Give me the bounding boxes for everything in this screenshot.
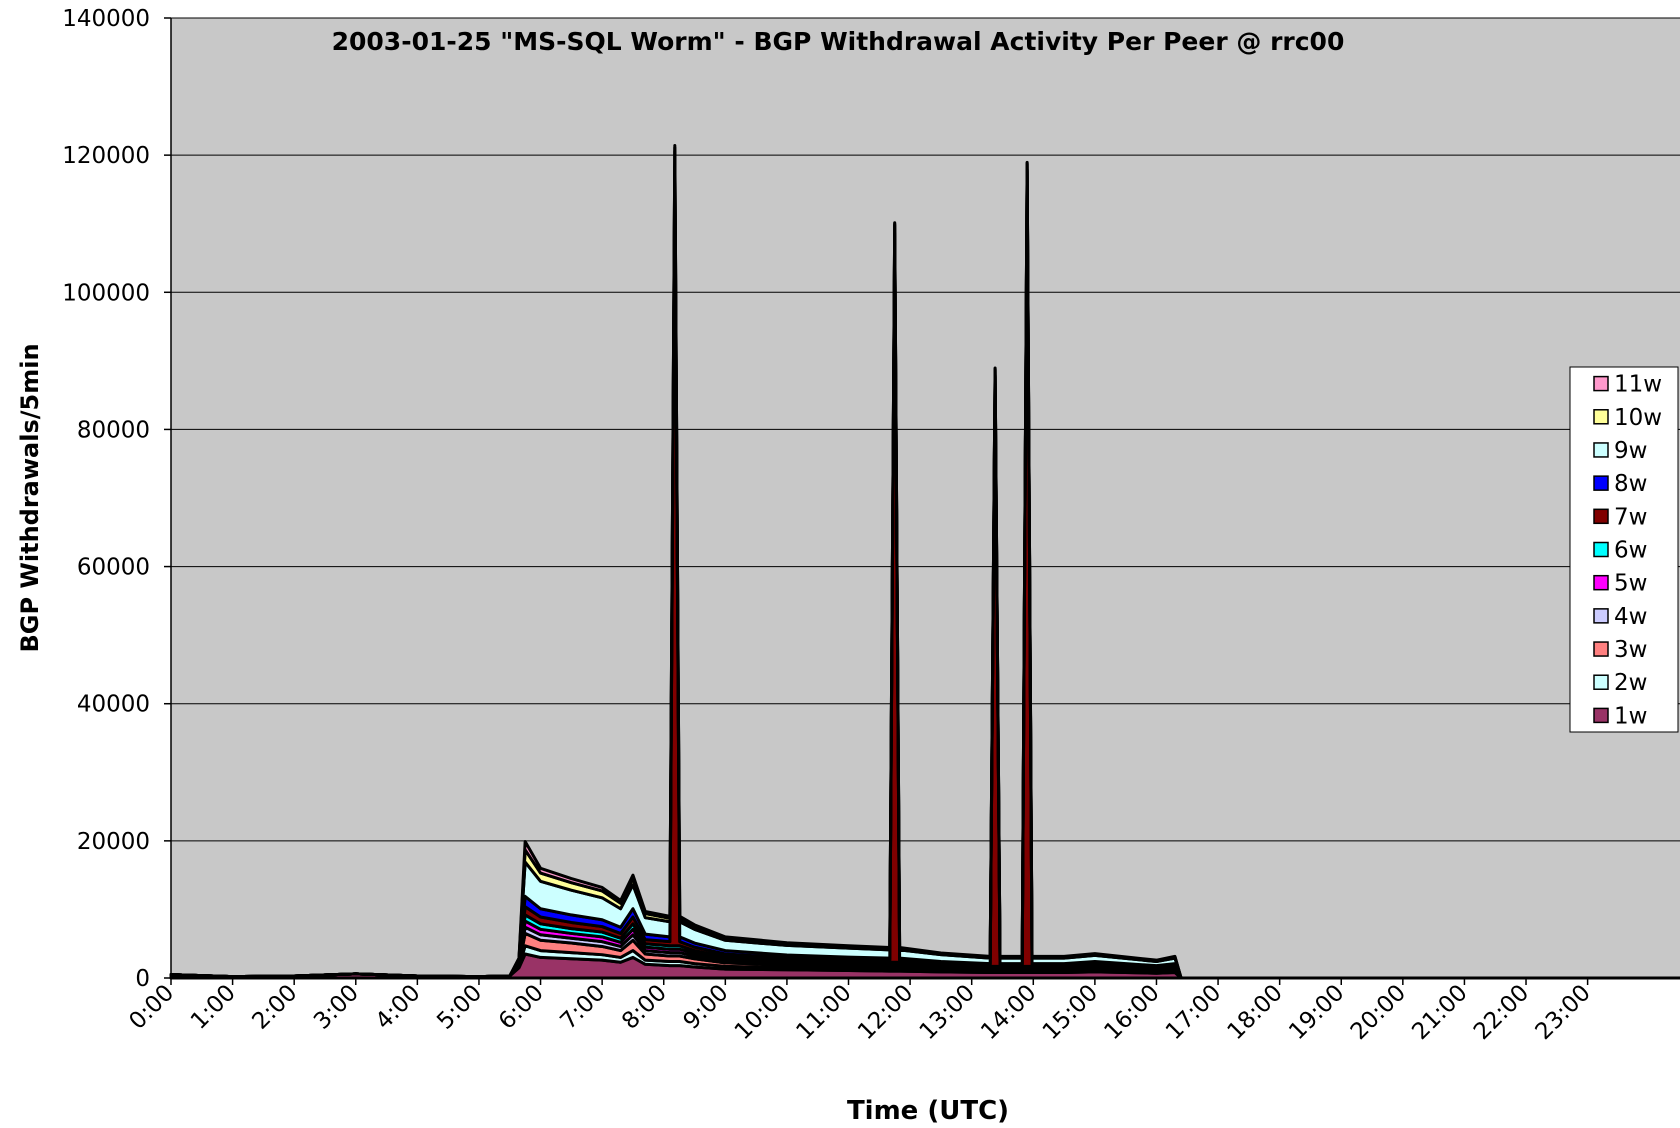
legend-swatch bbox=[1593, 541, 1609, 558]
x-tick-label: 19:00 bbox=[1284, 980, 1349, 1045]
legend: 11w 10w 9w 8w 7w 6w 5w 4w 3w 2w 1w bbox=[1569, 366, 1679, 733]
legend-box bbox=[1569, 366, 1679, 733]
x-tick-label: 4:00 bbox=[371, 980, 426, 1035]
area bbox=[169, 144, 1680, 980]
y-tick-label: 40000 bbox=[77, 692, 150, 718]
x-tick-label: 17:00 bbox=[1161, 980, 1226, 1045]
x-tick-label: 15:00 bbox=[1038, 980, 1103, 1045]
legend-label: 7w bbox=[1614, 504, 1647, 530]
legend-swatch bbox=[1593, 608, 1609, 624]
legend-swatch bbox=[1593, 508, 1609, 525]
legend-swatch bbox=[1593, 674, 1609, 690]
y-tick-label: 80000 bbox=[77, 417, 150, 443]
x-tick-label: 9:00 bbox=[679, 980, 734, 1035]
y-axis-label: BGP Withdrawals/5min bbox=[16, 343, 44, 652]
y-tick-label: 120000 bbox=[62, 143, 150, 169]
legend-label: 1w bbox=[1614, 703, 1647, 729]
x-tick-label: 23:00 bbox=[1531, 980, 1596, 1045]
x-tick-label: 16:00 bbox=[1099, 980, 1164, 1045]
x-tick-label: 5:00 bbox=[432, 980, 487, 1035]
legend-label: 3w bbox=[1614, 637, 1647, 663]
x-tick-label: 11:00 bbox=[791, 980, 856, 1045]
legend-swatch bbox=[1593, 707, 1609, 724]
x-tick-label: 20:00 bbox=[1346, 980, 1411, 1045]
x-tick-label: 1:00 bbox=[186, 980, 241, 1035]
x-tick-label: 2:00 bbox=[248, 980, 303, 1035]
legend-label: 8w bbox=[1614, 471, 1647, 497]
legend-swatch bbox=[1593, 574, 1609, 591]
x-tick-label: 18:00 bbox=[1223, 980, 1288, 1045]
x-axis-label: Time (UTC) bbox=[847, 1096, 1009, 1126]
legend-label: 10w bbox=[1614, 405, 1662, 431]
legend-label: 5w bbox=[1614, 571, 1647, 597]
legend-label: 11w bbox=[1614, 372, 1662, 398]
x-tick-label: 3:00 bbox=[309, 980, 364, 1035]
x-tick-label: 12:00 bbox=[853, 980, 918, 1045]
legend-swatch bbox=[1593, 409, 1609, 425]
chart-title: 2003-01-25 "MS-SQL Worm" - BGP Withdrawa… bbox=[332, 27, 1345, 56]
legend-swatch bbox=[1593, 375, 1609, 392]
y-tick-label: 140000 bbox=[62, 6, 150, 32]
x-tick-label: 6:00 bbox=[494, 980, 549, 1035]
y-tick-label: 100000 bbox=[62, 280, 150, 306]
legend-label: 2w bbox=[1614, 670, 1647, 696]
legend-label: 4w bbox=[1614, 604, 1647, 630]
legend-swatch bbox=[1593, 475, 1609, 491]
x-tick-label: 10:00 bbox=[730, 980, 795, 1045]
x-tick-label: 14:00 bbox=[976, 980, 1041, 1045]
legend-swatch bbox=[1593, 442, 1609, 458]
x-tick-label: 13:00 bbox=[915, 980, 980, 1045]
y-tick-label: 0 bbox=[135, 966, 150, 992]
y-tick-label: 60000 bbox=[77, 555, 150, 581]
x-tick-label: 8:00 bbox=[617, 980, 672, 1035]
x-tick-label: 0:00 bbox=[124, 980, 179, 1035]
legend-label: 9w bbox=[1614, 438, 1647, 464]
legend-swatch bbox=[1593, 641, 1609, 657]
x-tick-label: 22:00 bbox=[1469, 980, 1534, 1045]
x-tick-label: 7:00 bbox=[555, 980, 610, 1035]
legend-label: 6w bbox=[1614, 538, 1647, 564]
x-tick-label: 21:00 bbox=[1407, 980, 1472, 1045]
plot-area bbox=[171, 18, 1680, 978]
y-tick-label: 20000 bbox=[77, 829, 150, 855]
